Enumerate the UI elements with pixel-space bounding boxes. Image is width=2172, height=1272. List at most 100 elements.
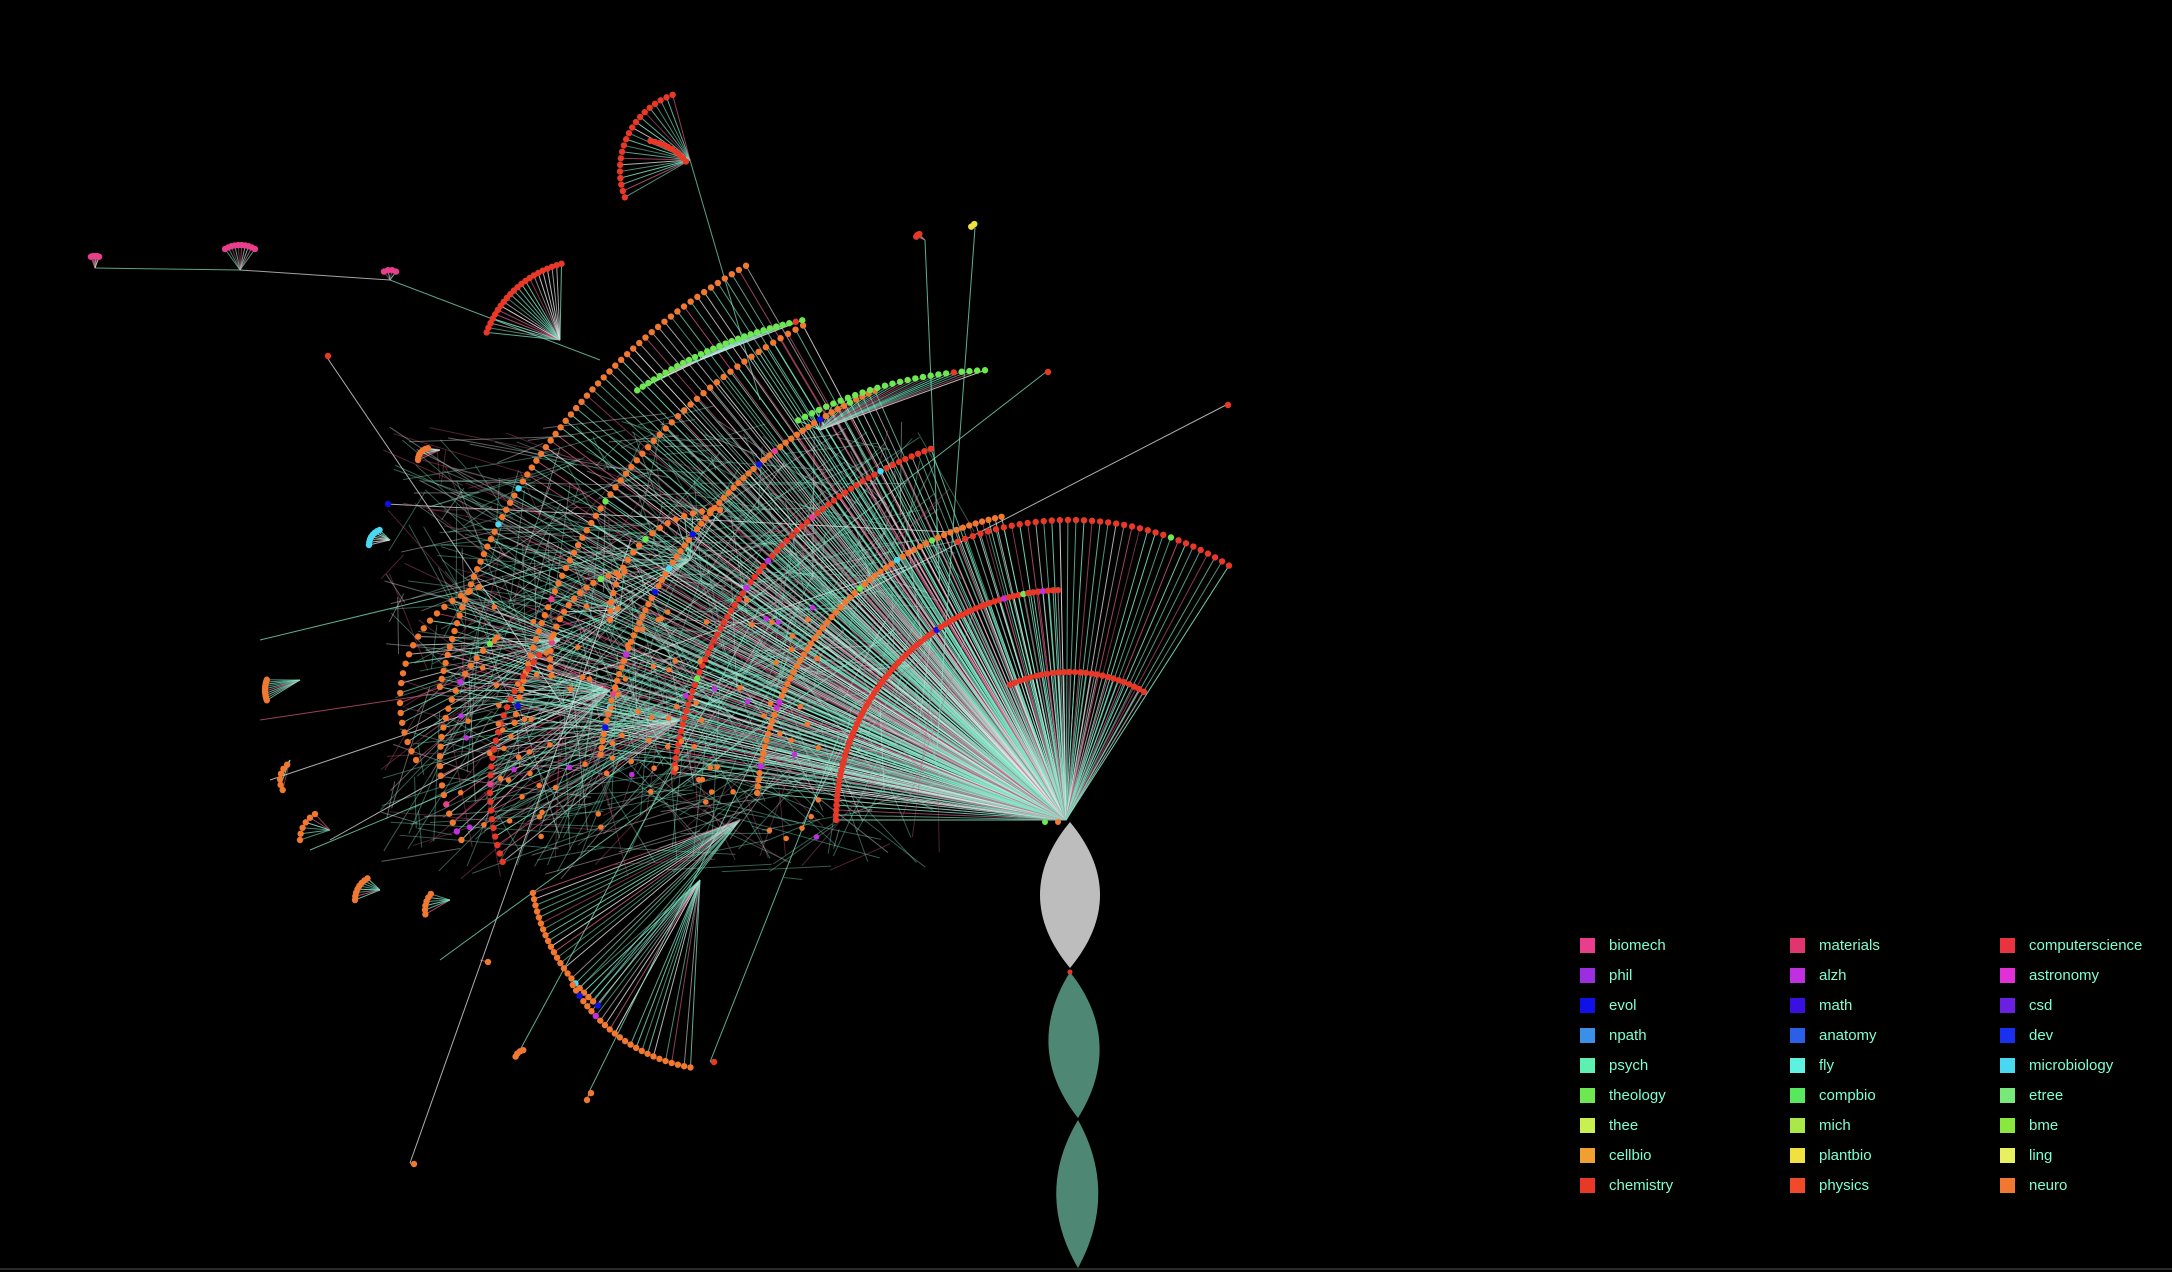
edge xyxy=(456,622,1067,821)
edge xyxy=(867,664,909,671)
legend-item-mich[interactable]: mich xyxy=(1790,1110,2000,1140)
legend-swatch xyxy=(1790,937,1805,953)
edge xyxy=(443,510,573,568)
edge xyxy=(820,582,855,655)
legend-item-compbio[interactable]: compbio xyxy=(1790,1080,2000,1110)
node xyxy=(783,835,789,842)
edge xyxy=(868,429,889,509)
edge xyxy=(747,688,884,716)
legend-item-fly[interactable]: fly xyxy=(1790,1050,2000,1080)
legend-item-psych[interactable]: psych xyxy=(1580,1050,1790,1080)
edge xyxy=(673,555,723,590)
edge xyxy=(868,765,871,788)
node xyxy=(727,368,734,375)
edge xyxy=(716,433,782,472)
edge xyxy=(748,642,928,693)
node xyxy=(819,505,827,512)
edge xyxy=(567,555,667,565)
node xyxy=(927,372,934,379)
edge xyxy=(439,439,467,469)
edge xyxy=(452,600,561,641)
edge xyxy=(591,879,701,1012)
node xyxy=(687,298,694,305)
edge xyxy=(832,757,880,857)
legend-swatch xyxy=(1580,1057,1595,1073)
legend-item-csd[interactable]: csd xyxy=(2000,990,2172,1020)
legend-item-plantbio[interactable]: plantbio xyxy=(1790,1140,2000,1170)
edge xyxy=(649,107,691,161)
node xyxy=(799,825,805,831)
node xyxy=(589,386,596,393)
node xyxy=(1010,592,1017,600)
legend-item-materials[interactable]: materials xyxy=(1790,930,2000,960)
legend-item-math[interactable]: math xyxy=(1790,990,2000,1020)
node xyxy=(840,757,847,765)
node xyxy=(910,546,918,553)
node xyxy=(1204,550,1212,557)
edge xyxy=(784,442,879,455)
edge xyxy=(437,555,647,574)
legend-item-anatomy[interactable]: anatomy xyxy=(1790,1020,2000,1050)
legend-item-evol[interactable]: evol xyxy=(1580,990,1790,1020)
edge xyxy=(765,603,801,683)
edge xyxy=(592,819,741,1002)
legend-item-npath[interactable]: npath xyxy=(1580,1020,1790,1050)
node xyxy=(600,374,607,381)
edge xyxy=(465,673,611,691)
node xyxy=(935,371,942,378)
edge xyxy=(836,804,1067,821)
node xyxy=(889,380,896,387)
edge xyxy=(644,111,691,161)
edge xyxy=(812,719,825,738)
legend-item-bme[interactable]: bme xyxy=(2000,1110,2172,1140)
legend-item-thee[interactable]: thee xyxy=(1580,1110,1790,1140)
legend-item-astronomy[interactable]: astronomy xyxy=(2000,960,2172,990)
node xyxy=(576,992,583,1000)
edge xyxy=(480,561,1067,821)
edge xyxy=(675,687,771,859)
node xyxy=(841,489,849,496)
edge xyxy=(781,684,818,783)
legend-item-phil[interactable]: phil xyxy=(1580,960,1790,990)
edge xyxy=(917,453,1067,821)
legend-item-physics[interactable]: physics xyxy=(1790,1170,2000,1200)
legend-swatch xyxy=(1790,1087,1805,1103)
legend-item-computerscience[interactable]: computerscience xyxy=(2000,930,2172,960)
legend-item-theology[interactable]: theology xyxy=(1580,1080,1790,1110)
edge xyxy=(642,605,699,709)
node xyxy=(616,572,623,580)
node xyxy=(458,713,464,719)
edge xyxy=(627,639,654,743)
node xyxy=(530,644,537,651)
node xyxy=(617,155,625,162)
node xyxy=(607,491,614,498)
edge xyxy=(583,712,646,734)
edge xyxy=(829,843,891,871)
legend-item-chemistry[interactable]: chemistry xyxy=(1580,1170,1790,1200)
legend-item-biomech[interactable]: biomech xyxy=(1580,930,1790,960)
legend-item-microbiology[interactable]: microbiology xyxy=(2000,1050,2172,1080)
legend-item-etree[interactable]: etree xyxy=(2000,1080,2172,1110)
edge xyxy=(713,800,799,824)
legend-item-neuro[interactable]: neuro xyxy=(2000,1170,2172,1200)
edge xyxy=(632,431,658,500)
legend-label: neuro xyxy=(2029,1176,2068,1194)
node xyxy=(765,730,772,738)
node xyxy=(762,344,770,351)
edge xyxy=(677,783,757,849)
legend-item-ling[interactable]: ling xyxy=(2000,1140,2172,1170)
node xyxy=(650,376,658,383)
edge xyxy=(716,516,772,557)
edge xyxy=(556,819,741,959)
edge xyxy=(507,701,541,707)
edge xyxy=(478,541,690,653)
legend-item-cellbio[interactable]: cellbio xyxy=(1580,1140,1790,1170)
legend-item-dev[interactable]: dev xyxy=(2000,1020,2172,1050)
edge xyxy=(494,791,544,813)
node xyxy=(793,431,801,438)
legend-item-alzh[interactable]: alzh xyxy=(1790,960,2000,990)
node xyxy=(492,737,500,744)
edge xyxy=(259,657,675,721)
edge xyxy=(461,612,467,681)
node xyxy=(553,261,560,269)
